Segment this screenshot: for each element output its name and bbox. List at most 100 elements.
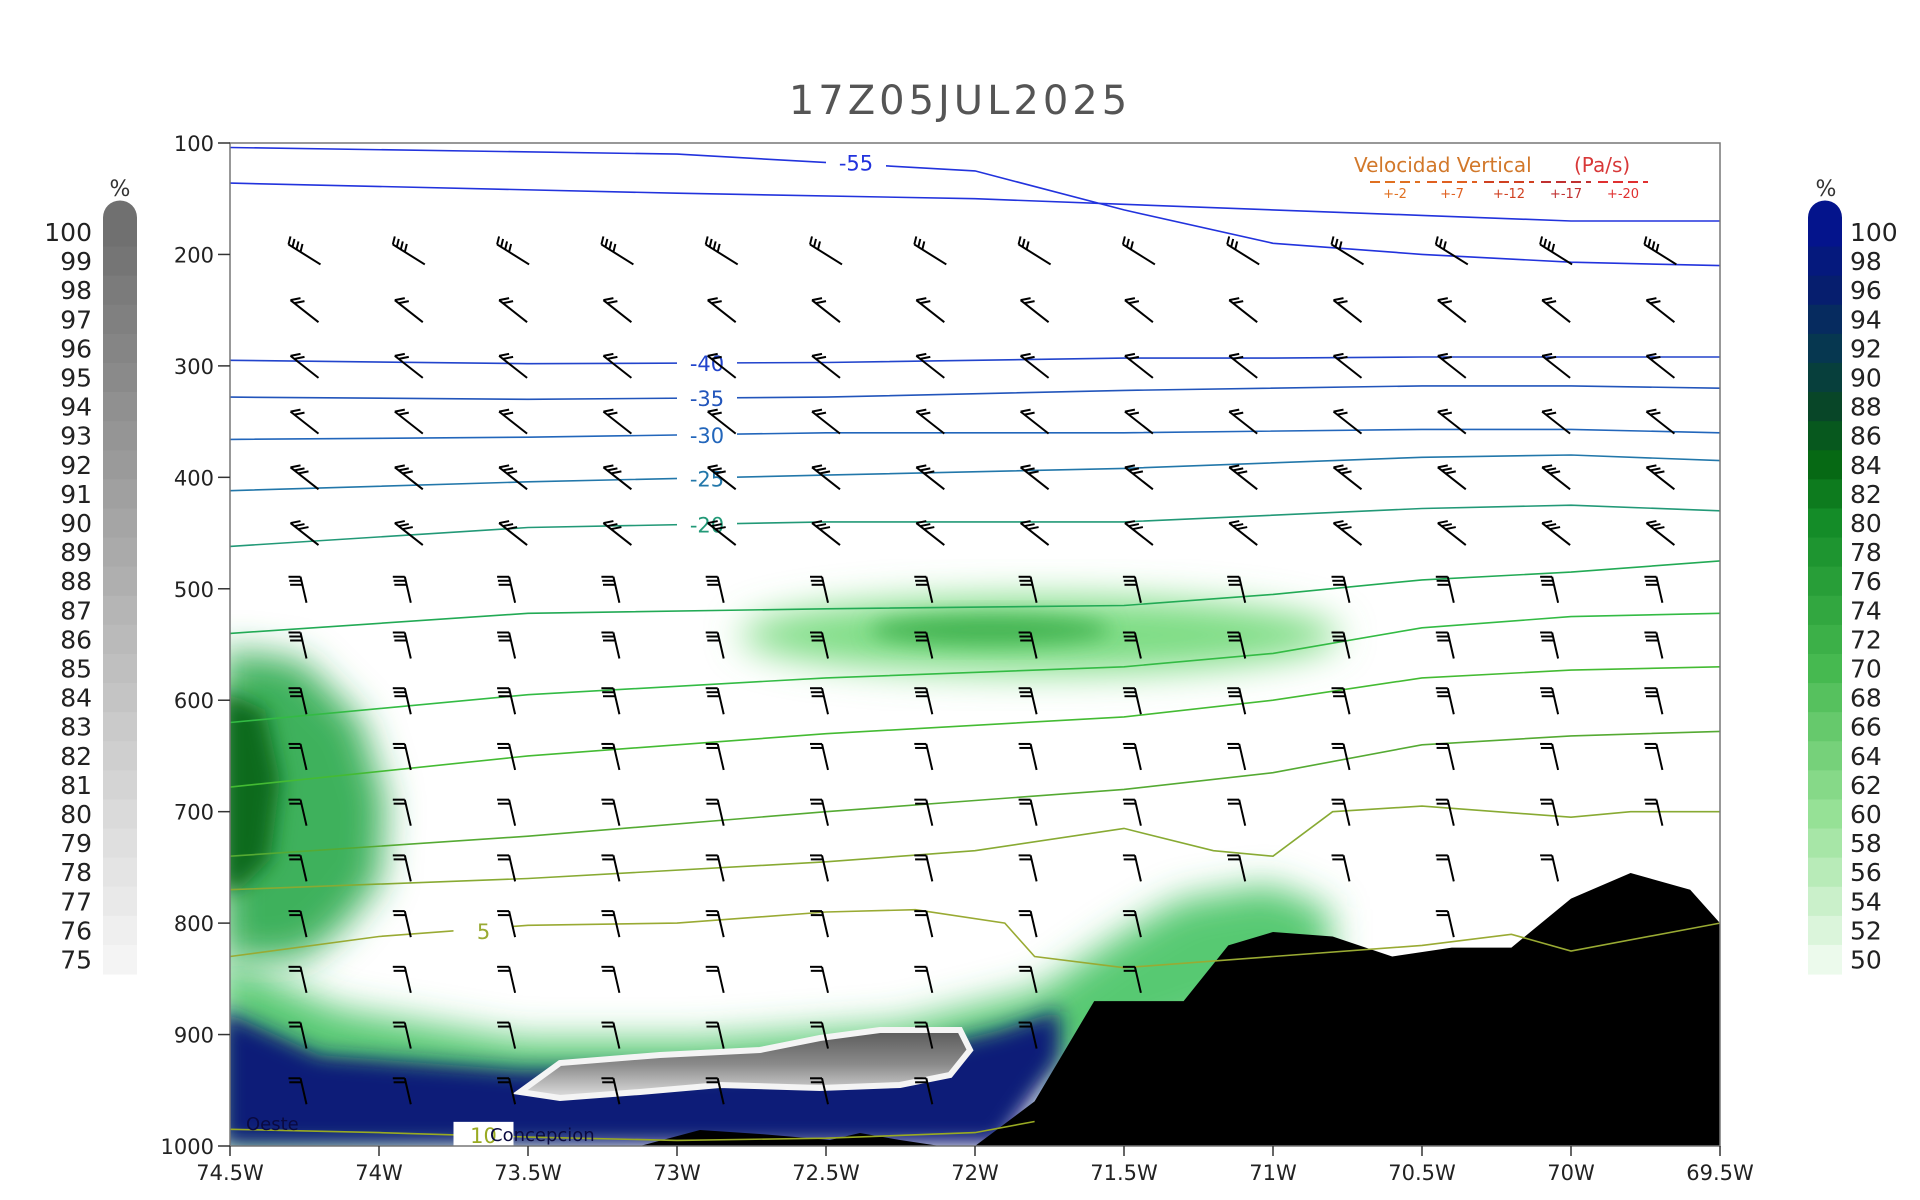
isotherm-line (230, 908, 1720, 969)
isotherm-line (230, 666, 1720, 788)
wind-barb (1122, 687, 1142, 715)
wind-barb (1644, 631, 1664, 659)
annotation-oeste: Oeste (246, 1114, 299, 1135)
wind-barb (707, 464, 737, 491)
wind-barb (810, 687, 829, 715)
left-colorbar-label: 96 (60, 334, 92, 363)
wind-barb (394, 297, 424, 323)
wind-barb (1643, 236, 1677, 266)
y-tick-label: 400 (174, 466, 214, 490)
wind-barb (601, 1077, 621, 1105)
wind-barb (287, 236, 322, 266)
left-colorbar-swatch (103, 450, 137, 480)
left-colorbar-label: 83 (60, 713, 92, 742)
y-axis: 100 200 300 400 500 600 700 800 900 1000 (161, 132, 230, 1159)
wind-barb (392, 854, 412, 882)
right-colorbar-swatch (1808, 944, 1842, 975)
wind-barb (392, 798, 412, 826)
wind-barb (810, 1021, 829, 1049)
wind-barb (1228, 408, 1258, 435)
right-colorbar-label: 90 (1850, 364, 1882, 393)
wind-barb (1019, 464, 1050, 491)
left-colorbar-label: 89 (60, 538, 92, 567)
left-colorbar-swatch (103, 275, 137, 306)
wind-barb (1540, 798, 1560, 826)
wind-barb (1332, 297, 1363, 323)
right-colorbar-swatch (1808, 712, 1842, 742)
wind-barb (391, 236, 426, 266)
right-colorbar-label: 60 (1850, 800, 1882, 829)
wind-barb (497, 742, 517, 771)
wind-barb (288, 687, 308, 715)
right-colorbar-cap (1808, 200, 1842, 218)
wind-barb (497, 798, 517, 826)
right-colorbar-swatch (1808, 828, 1842, 859)
left-colorbar-label: 90 (60, 509, 92, 538)
right-colorbar-label: 66 (1850, 713, 1882, 742)
left-colorbar-swatch (103, 479, 137, 509)
wind-barb (915, 408, 945, 435)
right-colorbar-label: 50 (1850, 946, 1882, 975)
wind-barb (601, 798, 621, 826)
wind-barb (915, 520, 945, 546)
wind-barb (1645, 464, 1676, 491)
wind-barb (809, 236, 843, 266)
y-tick-label: 100 (174, 132, 214, 156)
wind-barb (394, 408, 424, 435)
wind-barb (392, 1021, 412, 1049)
wind-barb (497, 965, 517, 994)
left-colorbar-label: 77 (60, 887, 92, 916)
wind-barb (1437, 352, 1467, 379)
wind-barb (1540, 687, 1560, 715)
left-colorbar-label: 82 (60, 742, 92, 771)
right-colorbar-swatch (1808, 770, 1842, 800)
x-tick-label: 70.5W (1388, 1161, 1456, 1185)
wind-barb (1332, 520, 1363, 546)
right-colorbar-swatch (1808, 624, 1842, 655)
left-colorbar-swatch (103, 421, 137, 451)
wind-barb (914, 910, 934, 938)
wind-barb (1332, 352, 1363, 379)
wind-barb (392, 742, 412, 771)
wind-barb (707, 520, 737, 546)
x-tick-label: 71.5W (1090, 1161, 1158, 1185)
wind-barb (289, 297, 320, 323)
wind-barb (392, 910, 412, 938)
wind-barb (811, 352, 841, 379)
right-colorbar-swatch (1808, 683, 1842, 713)
wind-barb (1644, 687, 1664, 715)
wind-barb (705, 687, 725, 715)
right-colorbar-label: 70 (1850, 655, 1882, 684)
wind-barb (705, 575, 725, 604)
x-tick-label: 69.5W (1686, 1161, 1754, 1185)
wind-barb (1226, 236, 1260, 266)
left-colorbar-label: 85 (60, 655, 92, 684)
wind-barb (1435, 798, 1455, 826)
wind-barb (601, 742, 621, 771)
wind-barb (1330, 236, 1365, 266)
right-colorbar-label: 78 (1850, 538, 1882, 567)
isotherm-line (230, 146, 1720, 267)
isotherm-line (230, 356, 1720, 365)
wind-barb (1435, 575, 1455, 604)
wind-barb (288, 631, 308, 659)
right-colorbar-swatch (1808, 653, 1842, 684)
saturated-cloud-blob (512, 1027, 974, 1102)
left-colorbar-swatch (103, 828, 137, 859)
wind-barb (810, 742, 829, 771)
isotherm-label: -35 (690, 387, 724, 411)
wind-barb (1331, 854, 1351, 882)
wind-barb (1434, 236, 1469, 266)
x-tick-label: 74W (355, 1161, 403, 1185)
left-colorbar-label: 80 (60, 800, 92, 829)
wind-barb (1122, 910, 1142, 938)
wind-barb (288, 910, 308, 938)
wind-barb (288, 1077, 308, 1105)
right-colorbar-swatch (1808, 857, 1842, 888)
x-axis: 74.5W 74W 73.5W 73W 72.5W 72W 71.5W 71W 70.5W 70W… (196, 1146, 1754, 1185)
wind-barb (1332, 408, 1363, 435)
left-colorbar-swatch (103, 508, 137, 539)
left-colorbar-swatch (103, 304, 137, 335)
isotherm-line (230, 504, 1720, 548)
wind-barb (394, 520, 424, 546)
